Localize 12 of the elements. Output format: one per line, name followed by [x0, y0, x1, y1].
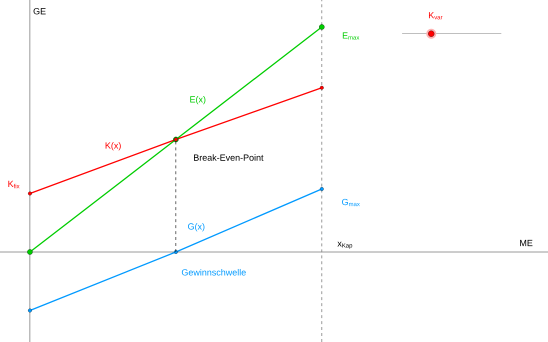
annotation: K$_{fix}$	[8, 180, 20, 188]
text: ME	[520, 240, 532, 246]
series-label: K(x)	[106, 142, 121, 150]
annotation: x$_{Kap}$	[337, 242, 352, 249]
annotation: Break-Even-Point	[194, 154, 264, 161]
text: K$_{var}$	[428, 12, 442, 20]
series-label: E(x)	[190, 96, 206, 104]
y-axis-title: GE	[34, 8, 46, 14]
annotation: Gewinnschwelle	[182, 268, 246, 276]
series-label: G(x)	[188, 223, 204, 232]
annotation: G$_{max}$	[342, 198, 360, 206]
annotation: E$_{max}$	[342, 32, 360, 40]
